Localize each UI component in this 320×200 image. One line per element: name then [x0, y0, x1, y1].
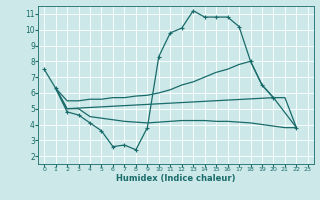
X-axis label: Humidex (Indice chaleur): Humidex (Indice chaleur) [116, 174, 236, 183]
